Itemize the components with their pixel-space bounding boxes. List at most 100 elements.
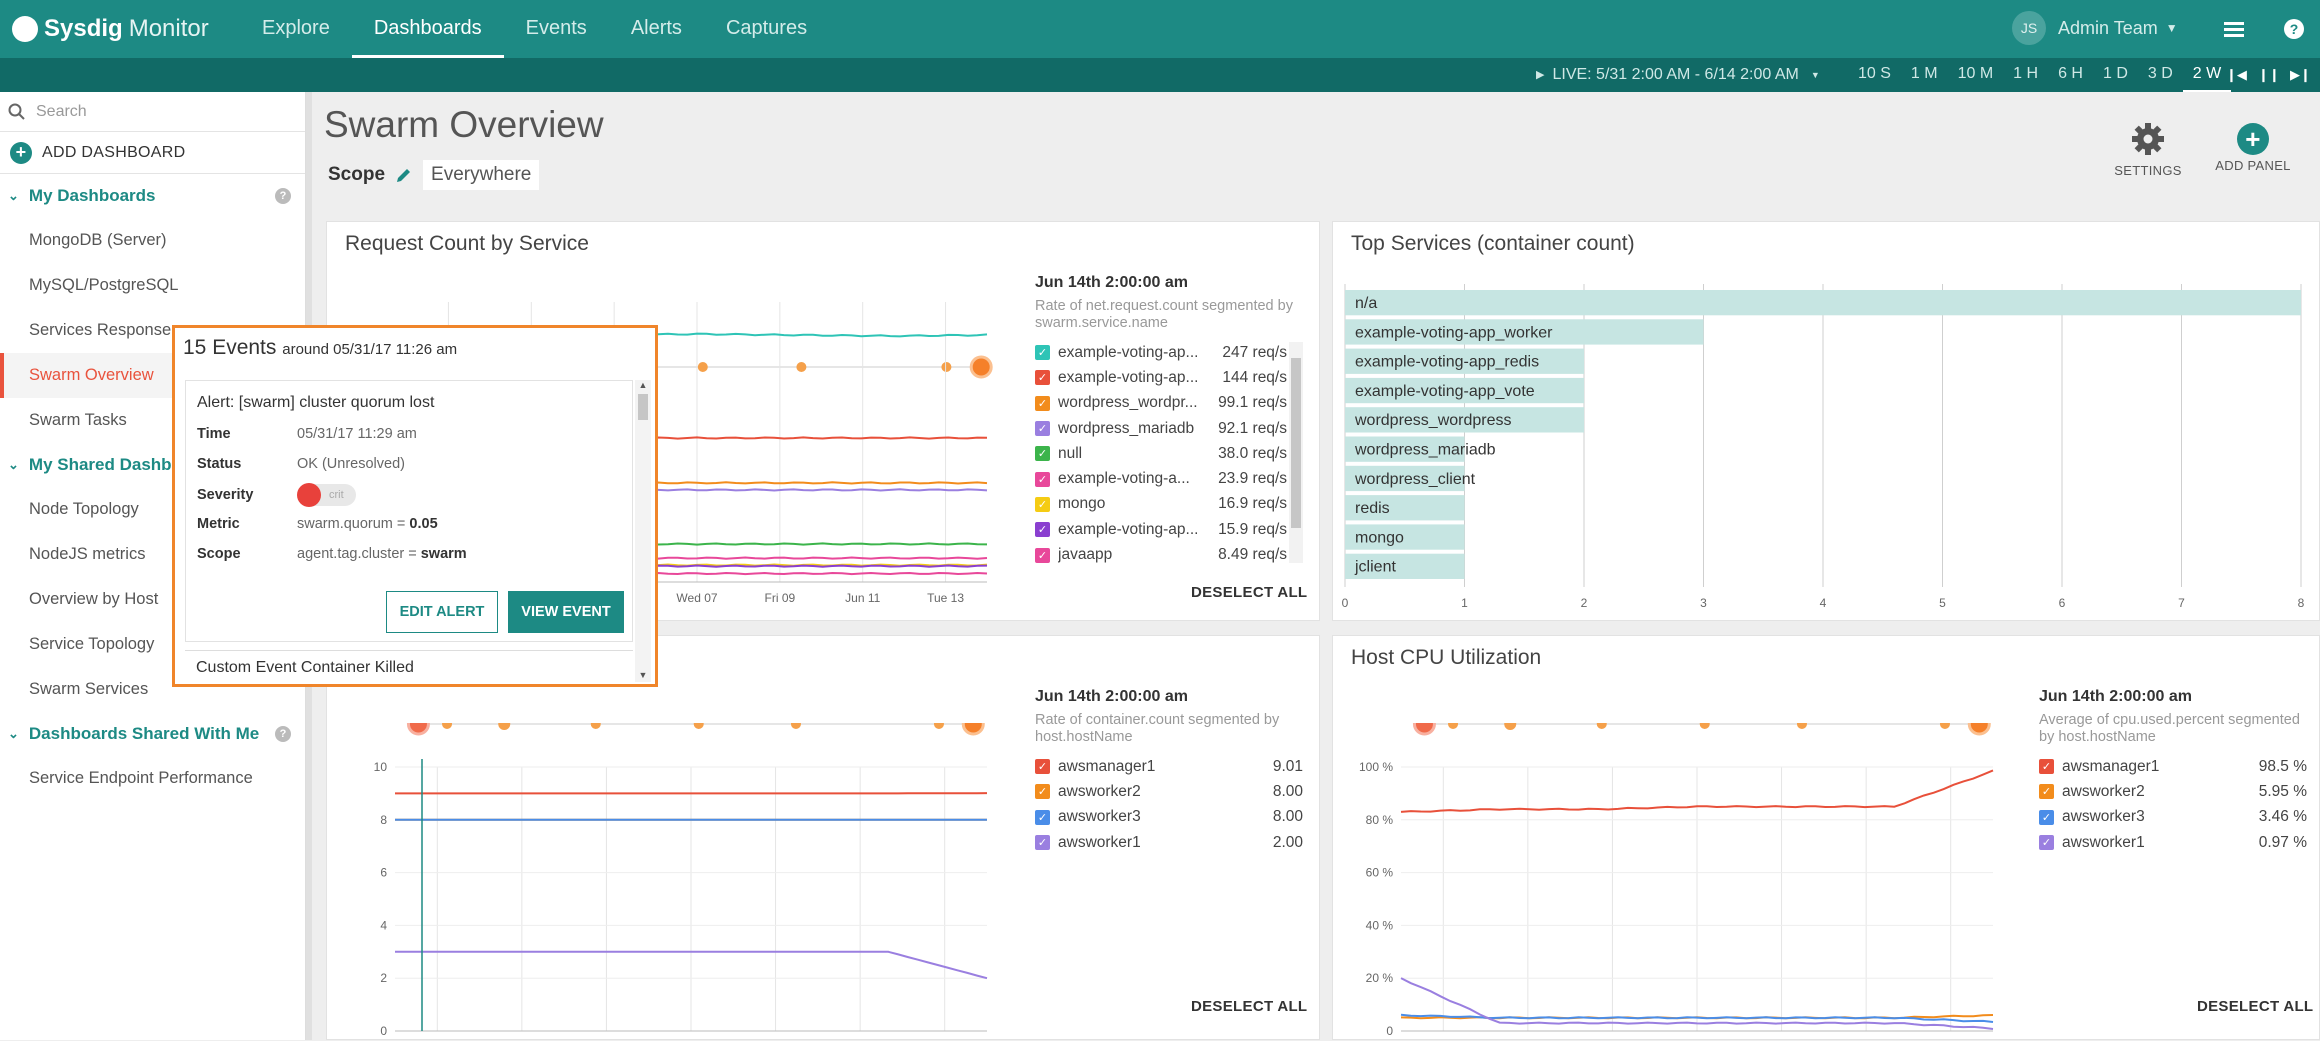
legend-scrollbar[interactable] [1289, 342, 1303, 563]
scroll-up-arrow[interactable]: ▲ [635, 380, 651, 394]
range-1m[interactable]: 1 M [1901, 58, 1948, 92]
pencil-icon[interactable] [395, 166, 413, 184]
event-marker[interactable] [791, 723, 801, 729]
sysdig-logo[interactable]: Sysdig Monitor [12, 12, 209, 46]
sidebar-search[interactable]: Search [0, 92, 305, 132]
checkbox-icon[interactable]: ✓ [1035, 472, 1050, 487]
checkbox-icon[interactable]: ✓ [1035, 446, 1050, 461]
deselect-all-button[interactable]: DESELECT ALL [1191, 584, 1307, 601]
popup-scroll-thumb[interactable] [638, 394, 648, 420]
section-dashboards-shared-with-me[interactable]: ⌄Dashboards Shared With Me? [0, 712, 305, 756]
event-marker[interactable] [1797, 723, 1807, 729]
event-marker[interactable] [698, 362, 708, 372]
event-marker[interactable] [941, 362, 951, 372]
checkbox-icon[interactable]: ✓ [1035, 759, 1050, 774]
nav-events[interactable]: Events [504, 0, 609, 58]
event-marker[interactable] [591, 723, 601, 729]
checkbox-icon[interactable]: ✓ [1035, 370, 1050, 385]
event-marker[interactable] [1448, 723, 1458, 729]
checkbox-icon[interactable]: ✓ [1035, 522, 1050, 537]
range-10m[interactable]: 10 M [1948, 58, 2004, 92]
deselect-all-button[interactable]: DESELECT ALL [1191, 998, 1307, 1015]
menu-icon[interactable] [2222, 17, 2246, 41]
range-2w[interactable]: 2 W [2183, 58, 2231, 92]
checkbox-icon[interactable]: ✓ [1035, 835, 1050, 850]
scroll-down-arrow[interactable]: ▼ [635, 670, 651, 680]
help-icon[interactable]: ? [2282, 17, 2306, 41]
sidebar-item-mysql-postgresql[interactable]: MySQL/PostgreSQL [0, 263, 305, 308]
range-1d[interactable]: 1 D [2093, 58, 2138, 92]
event-marker[interactable] [694, 723, 704, 729]
sidebar-item-service-endpoint-performance[interactable]: Service Endpoint Performance [0, 756, 305, 801]
event-marker[interactable] [796, 362, 806, 372]
checkbox-icon[interactable]: ✓ [2039, 835, 2054, 850]
deselect-all-button[interactable]: DESELECT ALL [2197, 998, 2313, 1015]
range-3d[interactable]: 3 D [2138, 58, 2183, 92]
add-dashboard-button[interactable]: + ADD DASHBOARD [0, 132, 305, 174]
section-my-dashboards[interactable]: ⌄My Dashboards? [0, 174, 305, 218]
range-6h[interactable]: 6 H [2048, 58, 2093, 92]
popup-scrollbar[interactable]: ▲ ▼ [635, 380, 651, 682]
legend-row[interactable]: ✓example-voting-ap...247 req/s [1035, 340, 1287, 365]
nav-explore[interactable]: Explore [240, 0, 352, 58]
checkbox-icon[interactable]: ✓ [2039, 784, 2054, 799]
legend-row[interactable]: ✓example-voting-ap...144 req/s [1035, 365, 1287, 390]
event-marker[interactable] [1504, 723, 1516, 730]
event-marker[interactable] [498, 723, 510, 730]
range-1h[interactable]: 1 H [2003, 58, 2048, 92]
checkbox-icon[interactable]: ✓ [1035, 396, 1050, 411]
help-icon[interactable]: ? [275, 188, 291, 204]
event-marker[interactable] [1969, 723, 1989, 734]
checkbox-icon[interactable]: ✓ [1035, 345, 1050, 360]
legend-row[interactable]: ✓example-voting-a...23.9 req/s [1035, 466, 1287, 491]
nav-dashboards[interactable]: Dashboards [352, 0, 504, 58]
checkbox-icon[interactable]: ✓ [1035, 810, 1050, 825]
event-marker[interactable] [408, 723, 428, 734]
range-10s[interactable]: 10 S [1848, 58, 1901, 92]
skip-back-icon[interactable]: ❙◀ [2226, 58, 2247, 92]
live-time-range[interactable]: ▶ LIVE: 5/31 2:00 AM - 6/14 2:00 AM ▼ [1536, 58, 1820, 92]
event-marker[interactable] [963, 723, 983, 734]
legend-row[interactable]: ✓example-voting-ap...15.9 req/s [1035, 517, 1287, 542]
event-marker[interactable] [442, 723, 452, 729]
checkbox-icon[interactable]: ✓ [2039, 759, 2054, 774]
event-marker[interactable] [1414, 723, 1434, 734]
event-marker[interactable] [1940, 723, 1950, 729]
scope-value[interactable]: Everywhere [423, 160, 539, 190]
checkbox-icon[interactable]: ✓ [1035, 497, 1050, 512]
event-marker[interactable] [1700, 723, 1710, 729]
next-event-item[interactable]: Custom Event Container Killed [185, 650, 633, 684]
settings-button[interactable]: SETTINGS [2088, 120, 2208, 178]
checkbox-icon[interactable]: ✓ [2039, 810, 2054, 825]
sidebar-item-mongodb-server-[interactable]: MongoDB (Server) [0, 218, 305, 263]
pause-icon[interactable]: ❙❙ [2258, 58, 2280, 92]
nav-alerts[interactable]: Alerts [609, 0, 704, 58]
user-menu[interactable]: JS Admin Team ▼ [2012, 11, 2178, 45]
help-icon[interactable]: ? [275, 726, 291, 742]
nav-captures[interactable]: Captures [704, 0, 829, 58]
legend-scroll-thumb[interactable] [1291, 358, 1301, 528]
event-marker[interactable] [971, 357, 991, 377]
checkbox-icon[interactable]: ✓ [1035, 421, 1050, 436]
checkbox-icon[interactable]: ✓ [1035, 548, 1050, 563]
view-event-button[interactable]: VIEW EVENT [508, 591, 624, 633]
search-input[interactable]: Search [36, 103, 87, 121]
edit-alert-button[interactable]: EDIT ALERT [386, 591, 498, 633]
event-marker[interactable] [934, 723, 944, 729]
bar[interactable] [1345, 290, 2301, 315]
add-panel-button[interactable]: + ADD PANEL [2193, 120, 2313, 173]
